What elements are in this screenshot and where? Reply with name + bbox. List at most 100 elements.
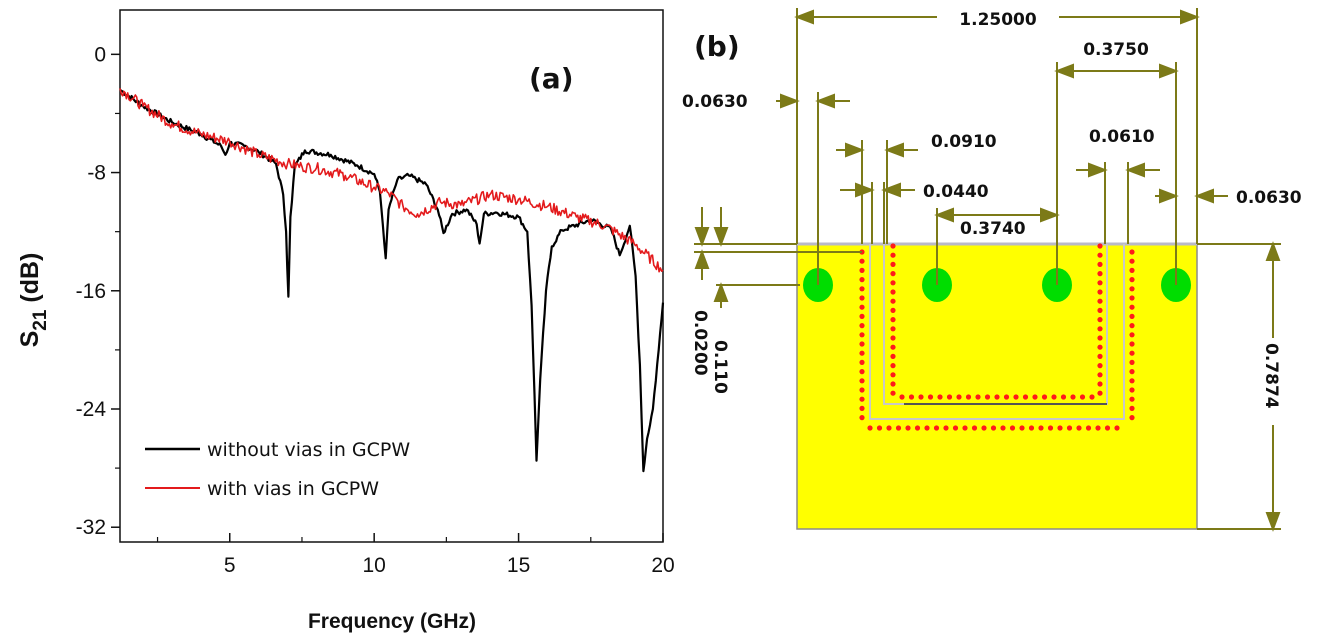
via-small: [890, 363, 896, 369]
via-small: [859, 304, 865, 310]
via-small: [956, 394, 962, 400]
y-axis-label: S21 (dB): [16, 253, 51, 348]
via-small: [859, 332, 865, 338]
via-small: [1097, 317, 1103, 323]
dim-arrow: [1125, 162, 1145, 178]
via-small: [890, 289, 896, 295]
x-axis-label: Frequency (GHz): [308, 610, 476, 633]
dim-arrow: [881, 182, 901, 198]
via-small: [1129, 415, 1135, 421]
via-small: [1028, 425, 1035, 431]
series-line-with-vias: [119, 88, 664, 273]
dim-label-via-offset: 0.110: [710, 340, 730, 394]
dim-arrow: [713, 227, 729, 247]
via-small: [1097, 344, 1103, 350]
dim-arrow: [934, 207, 954, 223]
via-small: [1129, 295, 1135, 301]
via-small: [1022, 394, 1029, 400]
via-small: [1066, 425, 1073, 431]
x-tick-label: 10: [362, 554, 385, 577]
via-small: [859, 369, 865, 375]
via-small: [1129, 341, 1135, 347]
via-small: [859, 359, 865, 365]
plot-frame: [119, 9, 664, 543]
via-small: [1129, 350, 1135, 356]
via-small: [946, 394, 953, 400]
via-small: [890, 280, 896, 286]
via-small: [1097, 390, 1103, 396]
y-axis-label-main: S: [16, 331, 44, 348]
dim-arrow: [1159, 188, 1179, 204]
via-small: [859, 350, 865, 356]
via-small: [890, 335, 896, 341]
dim-arrow: [1040, 207, 1060, 223]
dim-arrow: [1265, 512, 1281, 532]
y-tick-label: -24: [76, 398, 107, 421]
dim-arrow: [1180, 9, 1200, 25]
via-small: [908, 394, 915, 400]
via-small: [1129, 396, 1135, 402]
via-small: [1129, 332, 1135, 338]
x-axis-ticks: 5 10 15 20: [156, 533, 675, 577]
via-small: [1097, 271, 1103, 277]
via-small: [994, 394, 1000, 400]
via-small: [895, 425, 902, 431]
via-small: [859, 295, 865, 301]
via-small: [933, 425, 940, 431]
dim-arrow: [694, 249, 710, 269]
via-small: [914, 425, 921, 431]
via-small: [1097, 335, 1103, 341]
via-small: [859, 323, 865, 329]
via-small: [890, 372, 896, 378]
via-small: [859, 286, 865, 292]
dim-arrow: [884, 142, 904, 158]
via-small: [1032, 394, 1038, 400]
dimension-lines: [694, 8, 1281, 532]
dim-label-total-width: 1.25000: [959, 10, 1037, 30]
via-small: [890, 271, 896, 277]
dim-arrow: [780, 93, 800, 109]
via-small: [886, 425, 892, 431]
via-small: [890, 298, 896, 304]
via-small: [981, 425, 987, 431]
via-small: [1097, 307, 1103, 313]
via-small: [1129, 277, 1135, 283]
via-small: [1009, 425, 1016, 431]
via-small: [965, 394, 972, 400]
dim-label-slot-span: 0.3750: [1083, 40, 1149, 60]
y-axis-label-unit: (dB): [16, 253, 44, 310]
dim-label-trace: 0.0440: [923, 182, 989, 202]
dim-arrow: [1159, 63, 1179, 79]
legend: without vias in GCPW with vias in GCPW: [145, 439, 410, 500]
via-small: [1097, 353, 1103, 359]
via-small: [859, 396, 865, 402]
u-slot-outer: [869, 244, 1125, 420]
dim-label-top-offset: 0.0200: [690, 310, 710, 376]
via-small: [1057, 425, 1063, 431]
via-small: [890, 243, 896, 249]
via-small: [975, 394, 981, 400]
via-small: [990, 425, 997, 431]
via-small: [859, 267, 865, 273]
via-small: [1097, 363, 1103, 369]
via-small: [867, 425, 873, 431]
legend-entry-with-vias: with vias in GCPW: [207, 478, 379, 500]
via-small: [1097, 280, 1103, 286]
via-small: [918, 394, 924, 400]
dim-arrow: [815, 93, 835, 109]
panel-label-a: (a): [529, 62, 574, 95]
via-small: [859, 341, 865, 347]
via-small: [1000, 425, 1006, 431]
via-small: [890, 381, 896, 387]
dim-arrow: [845, 142, 865, 158]
via-small: [1129, 369, 1135, 375]
via-small: [1129, 405, 1135, 411]
via-small: [1129, 359, 1135, 365]
via-small: [1079, 394, 1086, 400]
dim-label-height: 0.7874: [1261, 343, 1281, 409]
via-small: [890, 307, 896, 313]
dim-label-gap-right: 0.0610: [1089, 127, 1155, 147]
legend-entry-without-vias: without vias in GCPW: [207, 439, 410, 461]
dim-label-center-spacing: 0.3740: [960, 219, 1026, 239]
via-small: [1129, 313, 1135, 319]
